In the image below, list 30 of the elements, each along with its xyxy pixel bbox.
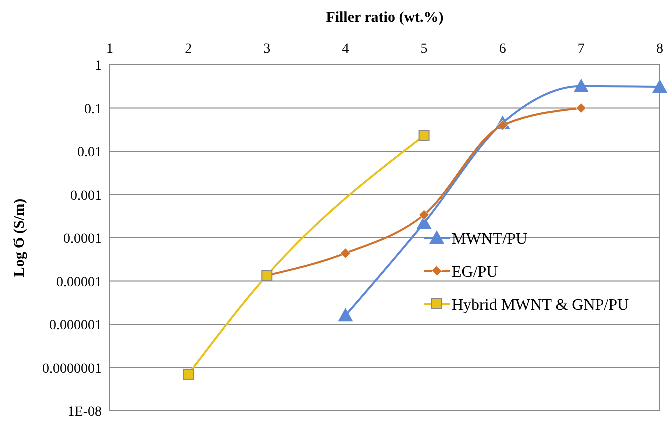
- y-tick-label: 0.1: [84, 102, 102, 118]
- point: [574, 78, 589, 92]
- x-tick-label: 2: [185, 42, 192, 57]
- point: [419, 210, 430, 220]
- x-tick-label: 5: [420, 42, 428, 57]
- x-tick-label: 4: [342, 42, 350, 57]
- y-tick-label: 0.000001: [50, 318, 102, 334]
- x-axis-title: Filler ratio (wt.%): [326, 10, 444, 26]
- y-tick-label: 0.001: [70, 188, 102, 204]
- point: [338, 308, 354, 322]
- y-axis-title: Log Ϭ (S/m): [12, 198, 28, 278]
- point: [576, 103, 587, 114]
- point: [340, 248, 351, 259]
- x-tick-label: 3: [264, 42, 271, 57]
- y-tick-label: 1E-08: [68, 405, 102, 420]
- x-tick-label: 7: [578, 42, 585, 57]
- x-tick-label: 8: [656, 42, 664, 57]
- x-tick-label: 1: [106, 42, 114, 57]
- legend-label: Hybrid MWNT & GNP/PU: [452, 297, 630, 314]
- y-tick-label: 0.0001: [64, 232, 102, 247]
- legend-label: EG/PU: [452, 264, 499, 281]
- y-tick-label: 0.0000001: [42, 362, 102, 377]
- y-tick-label: 0.00001: [56, 275, 102, 290]
- point: [418, 130, 430, 142]
- point: [183, 368, 194, 380]
- x-tick-label: 6: [499, 42, 506, 57]
- point: [652, 80, 668, 93]
- y-tick-label: 0.01: [78, 146, 102, 160]
- y-tick-label: 1: [95, 59, 102, 74]
- legend-label: MWNT/PU: [452, 231, 528, 248]
